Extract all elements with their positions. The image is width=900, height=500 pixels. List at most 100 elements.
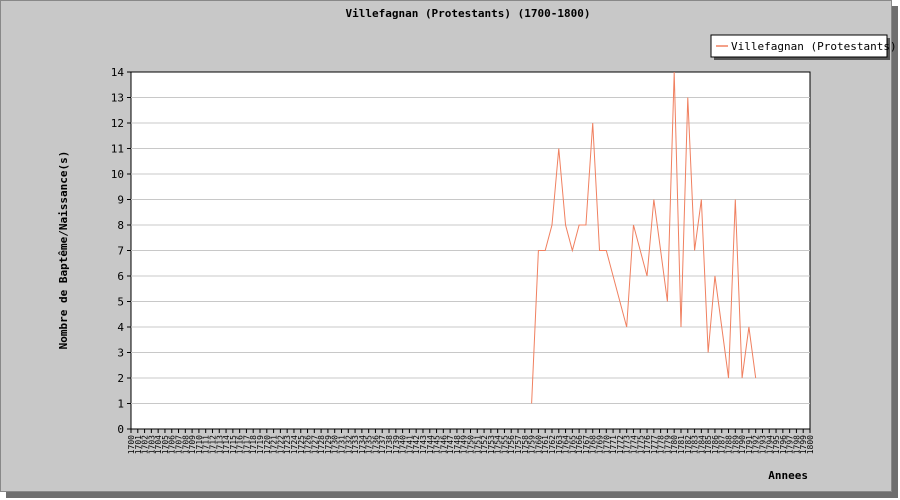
x-tick-label: 1737 — [378, 435, 387, 454]
x-tick-label: 1764 — [562, 435, 571, 454]
x-tick-label: 1774 — [629, 435, 638, 454]
series-line — [531, 71, 757, 404]
x-tick-label: 1797 — [786, 435, 795, 454]
y-tick-label: 1 — [117, 398, 124, 411]
x-tick-label: 1740 — [399, 435, 408, 454]
x-tick-label: 1710 — [195, 435, 204, 454]
x-tick-label: 1713 — [215, 435, 224, 454]
y-tick-label: 7 — [117, 245, 124, 258]
y-tick-label: 10 — [111, 168, 124, 181]
x-tick-label: 1723 — [283, 435, 292, 454]
x-tick-label: 1719 — [256, 435, 265, 454]
x-tick-label: 1716 — [236, 435, 245, 454]
y-tick-label: 2 — [117, 372, 124, 385]
x-tick-label: 1786 — [711, 435, 720, 454]
x-tick-label: 1800 — [806, 435, 815, 454]
x-tick-label: 1746 — [439, 435, 448, 454]
x-tick-label: 1777 — [650, 435, 659, 454]
x-tick-label: 1701 — [134, 435, 143, 454]
x-tick-label: 1738 — [385, 435, 394, 454]
x-tick-label: 1759 — [528, 435, 537, 454]
x-tick-label: 1717 — [242, 435, 251, 454]
x-tick-label: 1793 — [758, 435, 767, 454]
x-tick-label: 1780 — [670, 435, 679, 454]
x-tick-label: 1798 — [792, 435, 801, 454]
x-tick-label: 1770 — [602, 435, 611, 454]
x-tick-label: 1757 — [514, 435, 523, 454]
x-tick-label: 1727 — [310, 435, 319, 454]
x-tick-label: 1748 — [453, 435, 462, 454]
y-tick-label: 3 — [117, 347, 124, 360]
y-tick-label: 13 — [111, 92, 124, 105]
x-tick-label: 1708 — [181, 435, 190, 454]
y-axis-label: Nombre de Baptême/Naissance(s) — [57, 151, 70, 350]
chart-title: Villefagnan (Protestants) (1700-1800) — [345, 7, 590, 20]
x-tick-label: 1731 — [337, 435, 346, 454]
x-tick-label: 1783 — [691, 435, 700, 454]
x-tick-label: 1781 — [677, 435, 686, 454]
y-tick-label: 14 — [111, 66, 125, 79]
x-tick-label: 1704 — [154, 435, 163, 454]
x-tick-label: 1733 — [351, 435, 360, 454]
x-tick-label: 1768 — [589, 435, 598, 454]
x-tick-label: 1705 — [161, 435, 170, 454]
x-tick-label: 1792 — [752, 435, 761, 454]
x-tick-label: 1721 — [270, 435, 279, 454]
x-tick-label: 1782 — [684, 435, 693, 454]
x-tick-label: 1700 — [127, 435, 136, 454]
x-tick-label: 1796 — [779, 435, 788, 454]
x-tick-label: 1795 — [772, 435, 781, 454]
x-tick-label: 1785 — [704, 435, 713, 454]
x-tick-label: 1791 — [745, 435, 754, 454]
x-tick-label: 1720 — [263, 435, 272, 454]
x-tick-label: 1751 — [473, 435, 482, 454]
x-tick-label: 1754 — [494, 435, 503, 454]
x-tick-label: 1703 — [147, 435, 156, 454]
x-tick-label: 1732 — [344, 435, 353, 454]
x-tick-label: 1758 — [521, 435, 530, 454]
x-tick-label: 1752 — [480, 435, 489, 454]
x-tick-label: 1756 — [507, 435, 516, 454]
x-tick-label: 1741 — [405, 435, 414, 454]
legend-box — [710, 34, 888, 58]
x-tick-label: 1747 — [446, 435, 455, 454]
x-tick-label: 1734 — [358, 435, 367, 454]
y-tick-label: 12 — [111, 117, 124, 130]
y-tick-label: 5 — [117, 296, 124, 309]
x-tick-label: 1778 — [657, 435, 666, 454]
x-tick-label: 1753 — [487, 435, 496, 454]
x-tick-label: 1788 — [725, 435, 734, 454]
x-tick-label: 1711 — [202, 435, 211, 454]
x-tick-label: 1744 — [426, 435, 435, 454]
x-tick-label: 1794 — [765, 435, 774, 454]
x-tick-label: 1762 — [548, 435, 557, 454]
x-tick-label: 1755 — [500, 435, 509, 454]
x-tick-label: 1712 — [208, 435, 217, 454]
x-tick-label: 1761 — [541, 435, 550, 454]
x-axis-ticks: 1700170117021703170417051706170717081709… — [127, 429, 815, 454]
x-tick-label: 1702 — [141, 435, 150, 454]
x-tick-label: 1773 — [623, 435, 632, 454]
x-tick-label: 1707 — [175, 435, 184, 454]
y-tick-label: 6 — [117, 270, 124, 283]
x-tick-label: 1715 — [229, 435, 238, 454]
series-layer — [531, 71, 757, 404]
x-tick-label: 1790 — [738, 435, 747, 454]
x-tick-label: 1769 — [596, 435, 605, 454]
x-tick-label: 1718 — [249, 435, 258, 454]
x-tick-label: 1722 — [276, 435, 285, 454]
x-tick-label: 1736 — [371, 435, 380, 454]
y-tick-label: 8 — [117, 219, 124, 232]
x-tick-label: 1771 — [609, 435, 618, 454]
x-tick-label: 1749 — [460, 435, 469, 454]
x-tick-label: 1763 — [555, 435, 564, 454]
x-tick-label: 1775 — [636, 435, 645, 454]
x-tick-label: 1730 — [331, 435, 340, 454]
y-tick-label: 9 — [117, 194, 124, 207]
x-tick-label: 1799 — [799, 435, 808, 454]
x-tick-label: 1724 — [290, 435, 299, 454]
x-tick-label: 1714 — [222, 435, 231, 454]
y-tick-label: 4 — [117, 321, 124, 334]
